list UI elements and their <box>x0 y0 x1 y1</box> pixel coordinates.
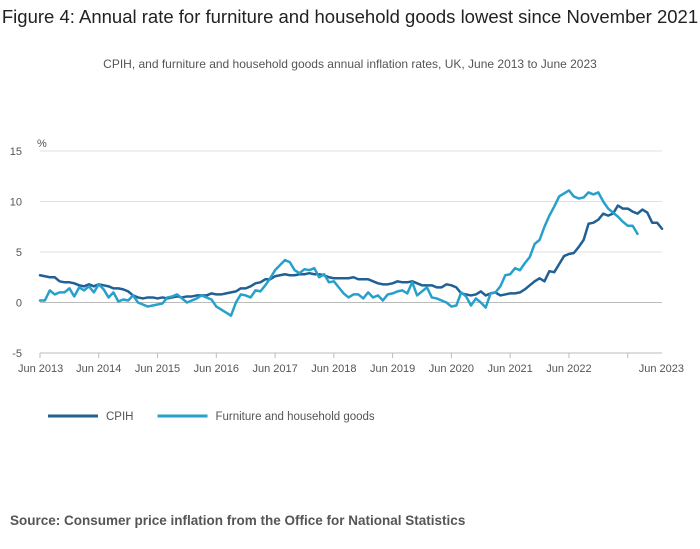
x-tick-label: Jun 2021 <box>488 363 533 375</box>
x-tick-label: Jun 2017 <box>252 363 297 375</box>
x-tick-label: Jun 2015 <box>135 363 180 375</box>
gridlines <box>40 150 662 354</box>
y-axis-label: % <box>37 138 47 150</box>
legend-label: CPIH <box>106 411 133 423</box>
y-tick-label: -5 <box>12 348 22 360</box>
legend: CPIH Furniture and household goods <box>48 411 375 423</box>
series-line-furniture <box>38 189 639 317</box>
x-tick-label: Jun 2020 <box>429 363 474 375</box>
x-tick-label: Jun 2022 <box>546 363 591 375</box>
x-tick-label: Jun 2016 <box>194 363 239 375</box>
axes: 15 10 5 0 -5% Jun 2013 Jun 2014 Jun 2015 Jun 201… <box>10 138 684 375</box>
legend-label: Furniture and household goods <box>215 411 374 423</box>
y-tick-label: 10 <box>10 197 22 209</box>
source-note: Source: Consumer price inflation from th… <box>10 513 466 528</box>
x-tick-label: Jun 2014 <box>76 363 121 375</box>
y-tick-label: 5 <box>16 247 22 259</box>
x-tick-label: Jun 2018 <box>311 363 356 375</box>
series-line-cpih <box>38 204 664 300</box>
x-tick-label: Jun 2019 <box>370 363 415 375</box>
y-tick-label: 0 <box>16 298 22 310</box>
legend-item-cpih: CPIH <box>48 411 133 423</box>
x-tick-label: Jun 2013 <box>18 363 63 375</box>
y-tick-label: 15 <box>10 146 22 158</box>
x-tick-label: Jun 2023 <box>639 363 684 375</box>
chart-title: Figure 4: Annual rate for furniture and … <box>1 6 699 27</box>
legend-item-furniture: Furniture and household goods <box>157 411 375 423</box>
chart-subtitle: CPIH, and furniture and household goods … <box>103 57 597 71</box>
series-lines <box>38 189 664 317</box>
